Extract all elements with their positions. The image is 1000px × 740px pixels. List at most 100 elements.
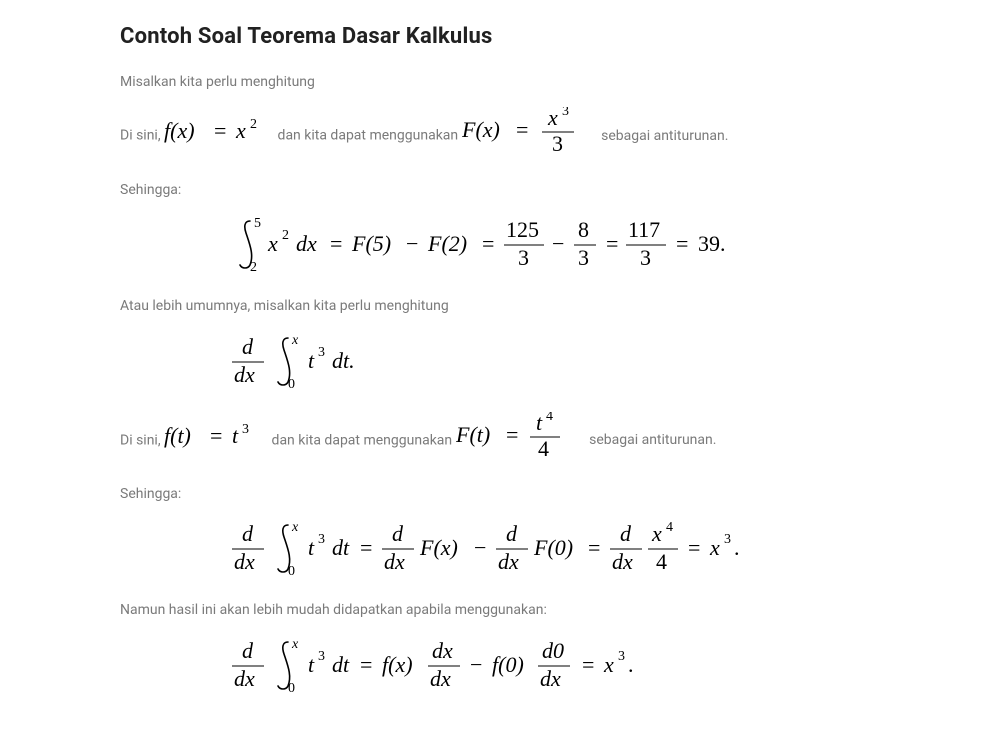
svg-text:−: − [552, 231, 564, 256]
svg-text:dx: dx [430, 666, 451, 691]
svg-text:F(t): F(t) [456, 422, 490, 447]
paragraph-sehingga-1: Sehingga: [120, 179, 880, 201]
svg-text:dx: dx [296, 231, 317, 256]
svg-text:=: = [482, 231, 494, 256]
svg-text:dx: dx [234, 362, 255, 387]
svg-text:=: = [688, 535, 700, 560]
svg-text:=: = [582, 652, 594, 677]
svg-text:d: d [506, 521, 518, 546]
paragraph-define-ft: Di sini, f(t) = t 3 dan kita dapat mengg… [120, 412, 880, 469]
math-Fx-x3over3: F(x) = x 3 3 [462, 107, 592, 164]
svg-text:dx: dx [498, 549, 519, 574]
paragraph-define-fx: Di sini, f(x) = x 2 dan kita dapat mengg… [120, 107, 880, 164]
svg-text:5: 5 [254, 216, 261, 231]
svg-text:=: = [606, 231, 618, 256]
svg-text:=: = [588, 535, 600, 560]
svg-text:x: x [267, 231, 278, 256]
svg-text:x: x [235, 118, 246, 143]
text-pre: Di sini, [120, 128, 164, 144]
svg-text:=: = [330, 231, 342, 256]
svg-text:dx: dx [384, 549, 405, 574]
svg-text:4: 4 [546, 412, 553, 424]
svg-text:2: 2 [250, 118, 257, 132]
svg-text:dx: dx [234, 549, 255, 574]
svg-text:39.: 39. [698, 231, 726, 256]
svg-text:x: x [291, 520, 299, 535]
svg-text:f(x): f(x) [164, 118, 195, 143]
svg-text:3: 3 [318, 649, 325, 664]
svg-text:−: − [470, 652, 482, 677]
svg-text:F(0): F(0) [533, 535, 573, 560]
math-ft-t3: f(t) = t 3 [164, 423, 268, 458]
svg-text:d: d [392, 521, 404, 546]
text-pre-2: Di sini, [120, 432, 164, 448]
svg-text:t: t [308, 652, 315, 677]
svg-text:3: 3 [618, 649, 625, 664]
svg-text:dt: dt [332, 652, 350, 677]
svg-text:F(x): F(x) [462, 117, 500, 142]
svg-text:.: . [628, 652, 634, 677]
svg-text:125: 125 [506, 217, 539, 242]
svg-text:3: 3 [518, 245, 529, 270]
paragraph-general: Atau lebih umumnya, misalkan kita perlu … [120, 295, 880, 317]
svg-text:dx: dx [540, 666, 561, 691]
svg-text:=: = [676, 231, 688, 256]
svg-text:0: 0 [288, 377, 295, 392]
svg-text:3: 3 [318, 532, 325, 547]
page-title: Contoh Soal Teorema Dasar Kalkulus [120, 24, 880, 49]
svg-text:=: = [210, 423, 222, 448]
text-post-2: sebagai antiturunan. [589, 432, 716, 448]
svg-text:=: = [360, 652, 372, 677]
svg-text:d: d [242, 638, 254, 663]
svg-text:0: 0 [288, 564, 295, 579]
svg-text:f(0): f(0) [492, 652, 524, 677]
math-eq4: d dx x 0 t 3 dt = f(x) dx dx − f(0) d0 d… [230, 636, 880, 700]
paragraph-intro: Misalkan kita perlu menghitung [120, 71, 880, 93]
svg-text:4: 4 [656, 549, 667, 574]
svg-text:x: x [709, 535, 720, 560]
svg-text:−: − [474, 535, 486, 560]
text-post: sebagai antiturunan. [601, 128, 728, 144]
math-Ft-t4over4: F(t) = t 4 4 [456, 412, 580, 469]
svg-text:8: 8 [578, 217, 589, 242]
svg-text:117: 117 [628, 217, 660, 242]
document-page: Contoh Soal Teorema Dasar Kalkulus Misal… [104, 24, 896, 740]
svg-text:=: = [506, 422, 518, 447]
svg-text:x: x [603, 652, 614, 677]
svg-text:3: 3 [242, 423, 249, 437]
svg-text:F(5): F(5) [351, 231, 391, 256]
svg-text:dt: dt [332, 535, 350, 560]
svg-text:.: . [734, 535, 740, 560]
svg-text:f(x): f(x) [382, 652, 413, 677]
svg-text:x: x [291, 333, 299, 348]
svg-text:x: x [291, 637, 299, 652]
svg-text:F(2): F(2) [427, 231, 467, 256]
svg-text:t: t [232, 423, 239, 448]
svg-text:3: 3 [724, 532, 731, 547]
svg-text:4: 4 [666, 520, 673, 535]
text-mid-2: dan kita dapat menggunakan [272, 432, 456, 448]
paragraph-sehingga-2: Sehingga: [120, 483, 880, 505]
svg-text:t: t [308, 535, 315, 560]
svg-text:t: t [308, 348, 315, 373]
math-fx-x2: f(x) = x 2 [164, 118, 274, 153]
svg-text:x: x [651, 521, 662, 546]
math-eq3: d dx x 0 t 3 dt = d dx F(x) − d dx F(0) … [230, 519, 880, 583]
svg-text:3: 3 [578, 245, 589, 270]
svg-text:F(x): F(x) [419, 535, 458, 560]
svg-text:3: 3 [640, 245, 651, 270]
svg-text:4: 4 [538, 436, 549, 461]
svg-text:dx: dx [234, 666, 255, 691]
svg-text:3: 3 [318, 345, 325, 360]
svg-text:0: 0 [288, 681, 295, 696]
math-eq2-ddx-integral: d dx x 0 t 3 dt. [230, 332, 880, 396]
svg-text:dx: dx [432, 638, 453, 663]
svg-text:3: 3 [552, 131, 563, 156]
text-mid: dan kita dapat menggunakan [278, 128, 462, 144]
svg-text:2: 2 [282, 228, 289, 243]
svg-text:dt.: dt. [332, 348, 355, 373]
svg-text:=: = [516, 117, 528, 142]
svg-text:f(t): f(t) [164, 423, 191, 448]
svg-text:d0: d0 [542, 638, 564, 663]
svg-text:=: = [360, 535, 372, 560]
